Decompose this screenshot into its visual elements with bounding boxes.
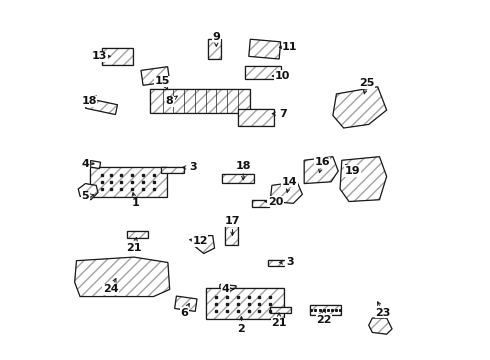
Text: 19: 19 bbox=[345, 166, 361, 176]
Bar bbox=[90, 167, 167, 197]
Polygon shape bbox=[78, 184, 98, 200]
Bar bbox=[174, 296, 197, 311]
Text: 18: 18 bbox=[81, 96, 97, 106]
Text: 10: 10 bbox=[275, 71, 291, 81]
Bar bbox=[311, 305, 341, 315]
Bar bbox=[238, 109, 274, 126]
Text: 21: 21 bbox=[271, 319, 287, 328]
Bar bbox=[141, 67, 170, 85]
Bar bbox=[102, 48, 133, 65]
Text: 7: 7 bbox=[279, 109, 287, 119]
Text: 4: 4 bbox=[81, 159, 89, 169]
Text: 23: 23 bbox=[375, 308, 391, 318]
Bar bbox=[225, 226, 238, 246]
Text: 3: 3 bbox=[286, 257, 294, 267]
Text: 17: 17 bbox=[225, 216, 240, 226]
Text: 13: 13 bbox=[92, 51, 107, 61]
Text: 24: 24 bbox=[103, 284, 118, 294]
Text: 1: 1 bbox=[132, 198, 140, 208]
Bar bbox=[141, 67, 170, 85]
Bar bbox=[221, 174, 254, 183]
Bar bbox=[206, 288, 284, 319]
Bar bbox=[220, 284, 236, 292]
Text: 20: 20 bbox=[268, 197, 283, 207]
Bar bbox=[245, 66, 281, 79]
Bar bbox=[126, 231, 148, 238]
Bar bbox=[238, 109, 274, 126]
Polygon shape bbox=[304, 157, 338, 184]
Text: 16: 16 bbox=[314, 157, 330, 167]
Text: 5: 5 bbox=[82, 191, 89, 201]
Bar bbox=[208, 39, 221, 59]
Text: 4: 4 bbox=[221, 284, 229, 294]
Bar bbox=[90, 161, 100, 168]
Bar bbox=[90, 167, 167, 197]
Text: 11: 11 bbox=[282, 42, 297, 52]
Bar bbox=[221, 174, 254, 183]
Polygon shape bbox=[368, 318, 392, 334]
Bar bbox=[86, 98, 118, 114]
Text: 14: 14 bbox=[282, 177, 297, 187]
Text: 8: 8 bbox=[166, 96, 173, 106]
Bar bbox=[245, 66, 281, 79]
Bar bbox=[206, 288, 284, 319]
Bar bbox=[269, 260, 292, 266]
Text: 15: 15 bbox=[155, 76, 170, 86]
Bar bbox=[102, 48, 133, 65]
Polygon shape bbox=[195, 235, 215, 253]
Bar bbox=[90, 161, 100, 168]
Text: 2: 2 bbox=[238, 324, 245, 334]
Text: 25: 25 bbox=[359, 78, 375, 88]
Text: 6: 6 bbox=[180, 308, 188, 318]
Text: 22: 22 bbox=[316, 315, 332, 325]
Bar bbox=[311, 305, 341, 315]
Polygon shape bbox=[270, 182, 302, 203]
Polygon shape bbox=[333, 87, 387, 128]
Text: 3: 3 bbox=[189, 162, 197, 172]
Bar bbox=[249, 39, 281, 59]
Bar bbox=[252, 200, 269, 207]
Bar bbox=[269, 260, 292, 266]
Bar bbox=[270, 307, 291, 313]
Polygon shape bbox=[74, 257, 170, 297]
Bar bbox=[174, 296, 197, 311]
Text: 9: 9 bbox=[212, 32, 220, 41]
Bar bbox=[161, 167, 184, 173]
Bar bbox=[150, 89, 250, 113]
Bar bbox=[249, 39, 281, 59]
Text: 12: 12 bbox=[193, 236, 208, 246]
Polygon shape bbox=[340, 157, 387, 202]
Bar bbox=[150, 89, 250, 113]
Bar bbox=[220, 284, 236, 292]
Bar bbox=[208, 39, 221, 59]
Bar bbox=[161, 167, 184, 173]
Bar bbox=[86, 98, 118, 114]
Bar bbox=[225, 226, 238, 246]
Bar bbox=[252, 200, 269, 207]
Text: 21: 21 bbox=[126, 243, 142, 253]
Bar bbox=[270, 307, 291, 313]
Bar bbox=[126, 231, 148, 238]
Text: 18: 18 bbox=[236, 161, 251, 171]
